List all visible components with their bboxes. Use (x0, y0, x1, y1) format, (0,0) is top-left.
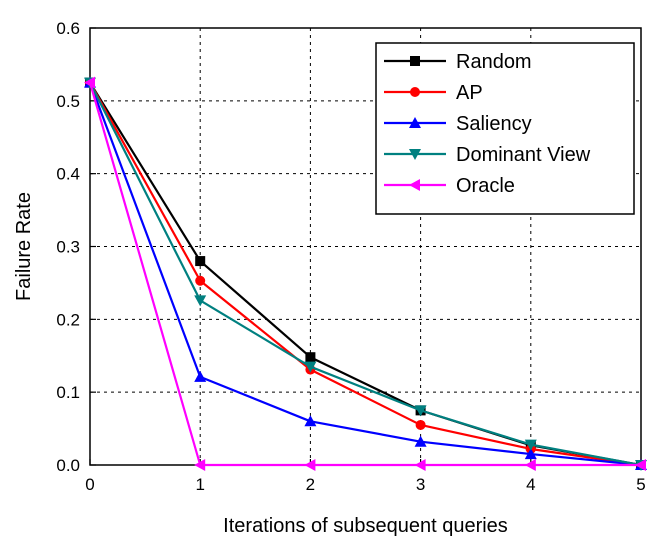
legend: Random AP Saliency Dominant View Oracle (375, 42, 635, 215)
legend-marker-oracle (409, 179, 420, 191)
y-tick-label: 0.2 (56, 310, 80, 329)
legend-label-oracle: Oracle (456, 175, 515, 197)
series-oracle (84, 76, 646, 471)
data-point-oracle (524, 459, 536, 471)
legend-marker-dominant-view (409, 149, 421, 160)
legend-item-dominant-view: Dominant View (384, 144, 591, 166)
data-point-random (305, 352, 316, 363)
legend-marker-ap (410, 87, 420, 97)
y-tick-label: 0.5 (56, 92, 80, 111)
data-point-saliency (414, 435, 427, 447)
data-point-oracle (414, 459, 426, 471)
legend-item-oracle: Oracle (384, 175, 515, 197)
legend-item-random: Random (384, 51, 532, 73)
legend-label-dominant-view: Dominant View (456, 144, 591, 166)
data-point-saliency (194, 370, 207, 382)
x-tick-label: 2 (306, 475, 315, 494)
data-point-oracle (194, 459, 206, 471)
data-point-saliency (524, 448, 537, 460)
data-point-random (195, 256, 206, 267)
y-tick-label: 0.6 (56, 19, 80, 38)
data-point-ap (415, 419, 426, 430)
legend-marker-saliency (409, 117, 421, 128)
x-tick-label: 3 (416, 475, 425, 494)
data-point-saliency (304, 415, 317, 427)
series-line-dominant-view (89, 82, 642, 467)
legend-item-saliency: Saliency (384, 113, 532, 135)
x-tick-label: 4 (526, 475, 535, 494)
x-tick-label: 5 (636, 475, 645, 494)
axis-ticks: 0 1 2 3 4 5 0.0 0.1 0.2 0.3 0.4 0.5 0.6 (56, 19, 645, 494)
x-axis-label: Iterations of subsequent queries (223, 515, 508, 537)
legend-label-random: Random (456, 51, 532, 73)
data-point-oracle (84, 76, 95, 89)
legend-item-ap: AP (384, 82, 483, 104)
x-tick-label: 0 (85, 475, 94, 494)
data-point-oracle (635, 459, 646, 471)
y-tick-label: 0.0 (56, 456, 80, 475)
legend-label-saliency: Saliency (456, 113, 532, 135)
y-tick-label: 0.4 (56, 165, 80, 184)
legend-label-ap: AP (456, 82, 483, 104)
y-tick-label: 0.1 (56, 383, 80, 402)
series-line-ap (89, 82, 642, 467)
data-point-dominant-view (524, 439, 537, 451)
data-point-dominant-view (414, 405, 427, 417)
series-line-saliency (88, 82, 642, 467)
x-tick-label: 1 (195, 475, 204, 494)
series-group (84, 76, 647, 471)
series-line-oracle (88, 82, 641, 467)
data-point-dominant-view (194, 295, 207, 307)
y-axis-label: Failure Rate (13, 192, 35, 301)
data-point-oracle (304, 459, 316, 471)
data-point-dominant-view (304, 361, 317, 373)
y-tick-label: 0.3 (56, 238, 80, 257)
data-point-ap (195, 275, 206, 286)
legend-marker-random (410, 56, 420, 66)
